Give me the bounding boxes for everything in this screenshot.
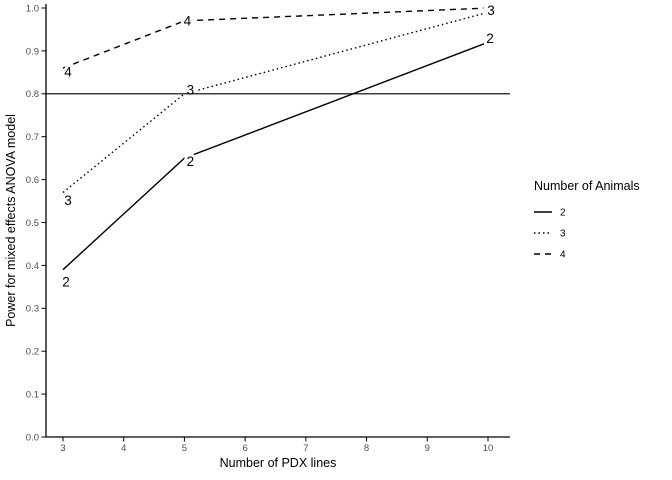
point-label-4: 4 [184,13,192,28]
y-tick-label: 0.1 [26,390,39,401]
x-tick-label: 6 [242,443,247,454]
legend-label-2: 2 [560,208,566,219]
y-tick-label: 0.2 [26,347,39,358]
point-label-3: 3 [187,82,195,97]
y-tick-label: 0.4 [26,261,39,272]
y-tick-label: 1.0 [26,3,39,14]
point-label-3: 3 [64,193,72,208]
x-tick-label: 7 [303,443,308,454]
point-label-2: 2 [62,274,70,289]
x-tick-label: 9 [425,443,430,454]
point-label-4: 4 [485,2,493,17]
y-tick-label: 0.0 [26,432,39,443]
x-tick-label: 10 [483,443,494,454]
y-tick-label: 0.6 [26,175,39,186]
y-tick-label: 0.8 [26,89,39,100]
x-tick-label: 4 [121,443,126,454]
point-label-2: 2 [486,31,494,46]
x-tick-label: 5 [182,443,187,454]
y-tick-label: 0.3 [26,304,39,315]
x-tick-label: 3 [60,443,65,454]
y-tick-label: 0.7 [26,132,39,143]
point-label-4: 4 [64,65,72,80]
y-axis-title: Power for mixed effects ANOVA model [4,114,18,327]
x-axis-title: Number of PDX lines [220,456,337,470]
legend-title: Number of Animals [534,179,640,193]
x-tick-label: 8 [364,443,369,454]
legend-label-3: 3 [560,229,566,240]
point-label-3: 3 [487,3,495,18]
y-tick-label: 0.5 [26,218,39,229]
series-line-4 [62,7,489,69]
y-tick-label: 0.9 [26,46,39,57]
series-line-2 [62,41,489,271]
legend-label-4: 4 [560,250,566,261]
point-label-2: 2 [187,154,195,169]
series-line-3 [62,11,489,194]
